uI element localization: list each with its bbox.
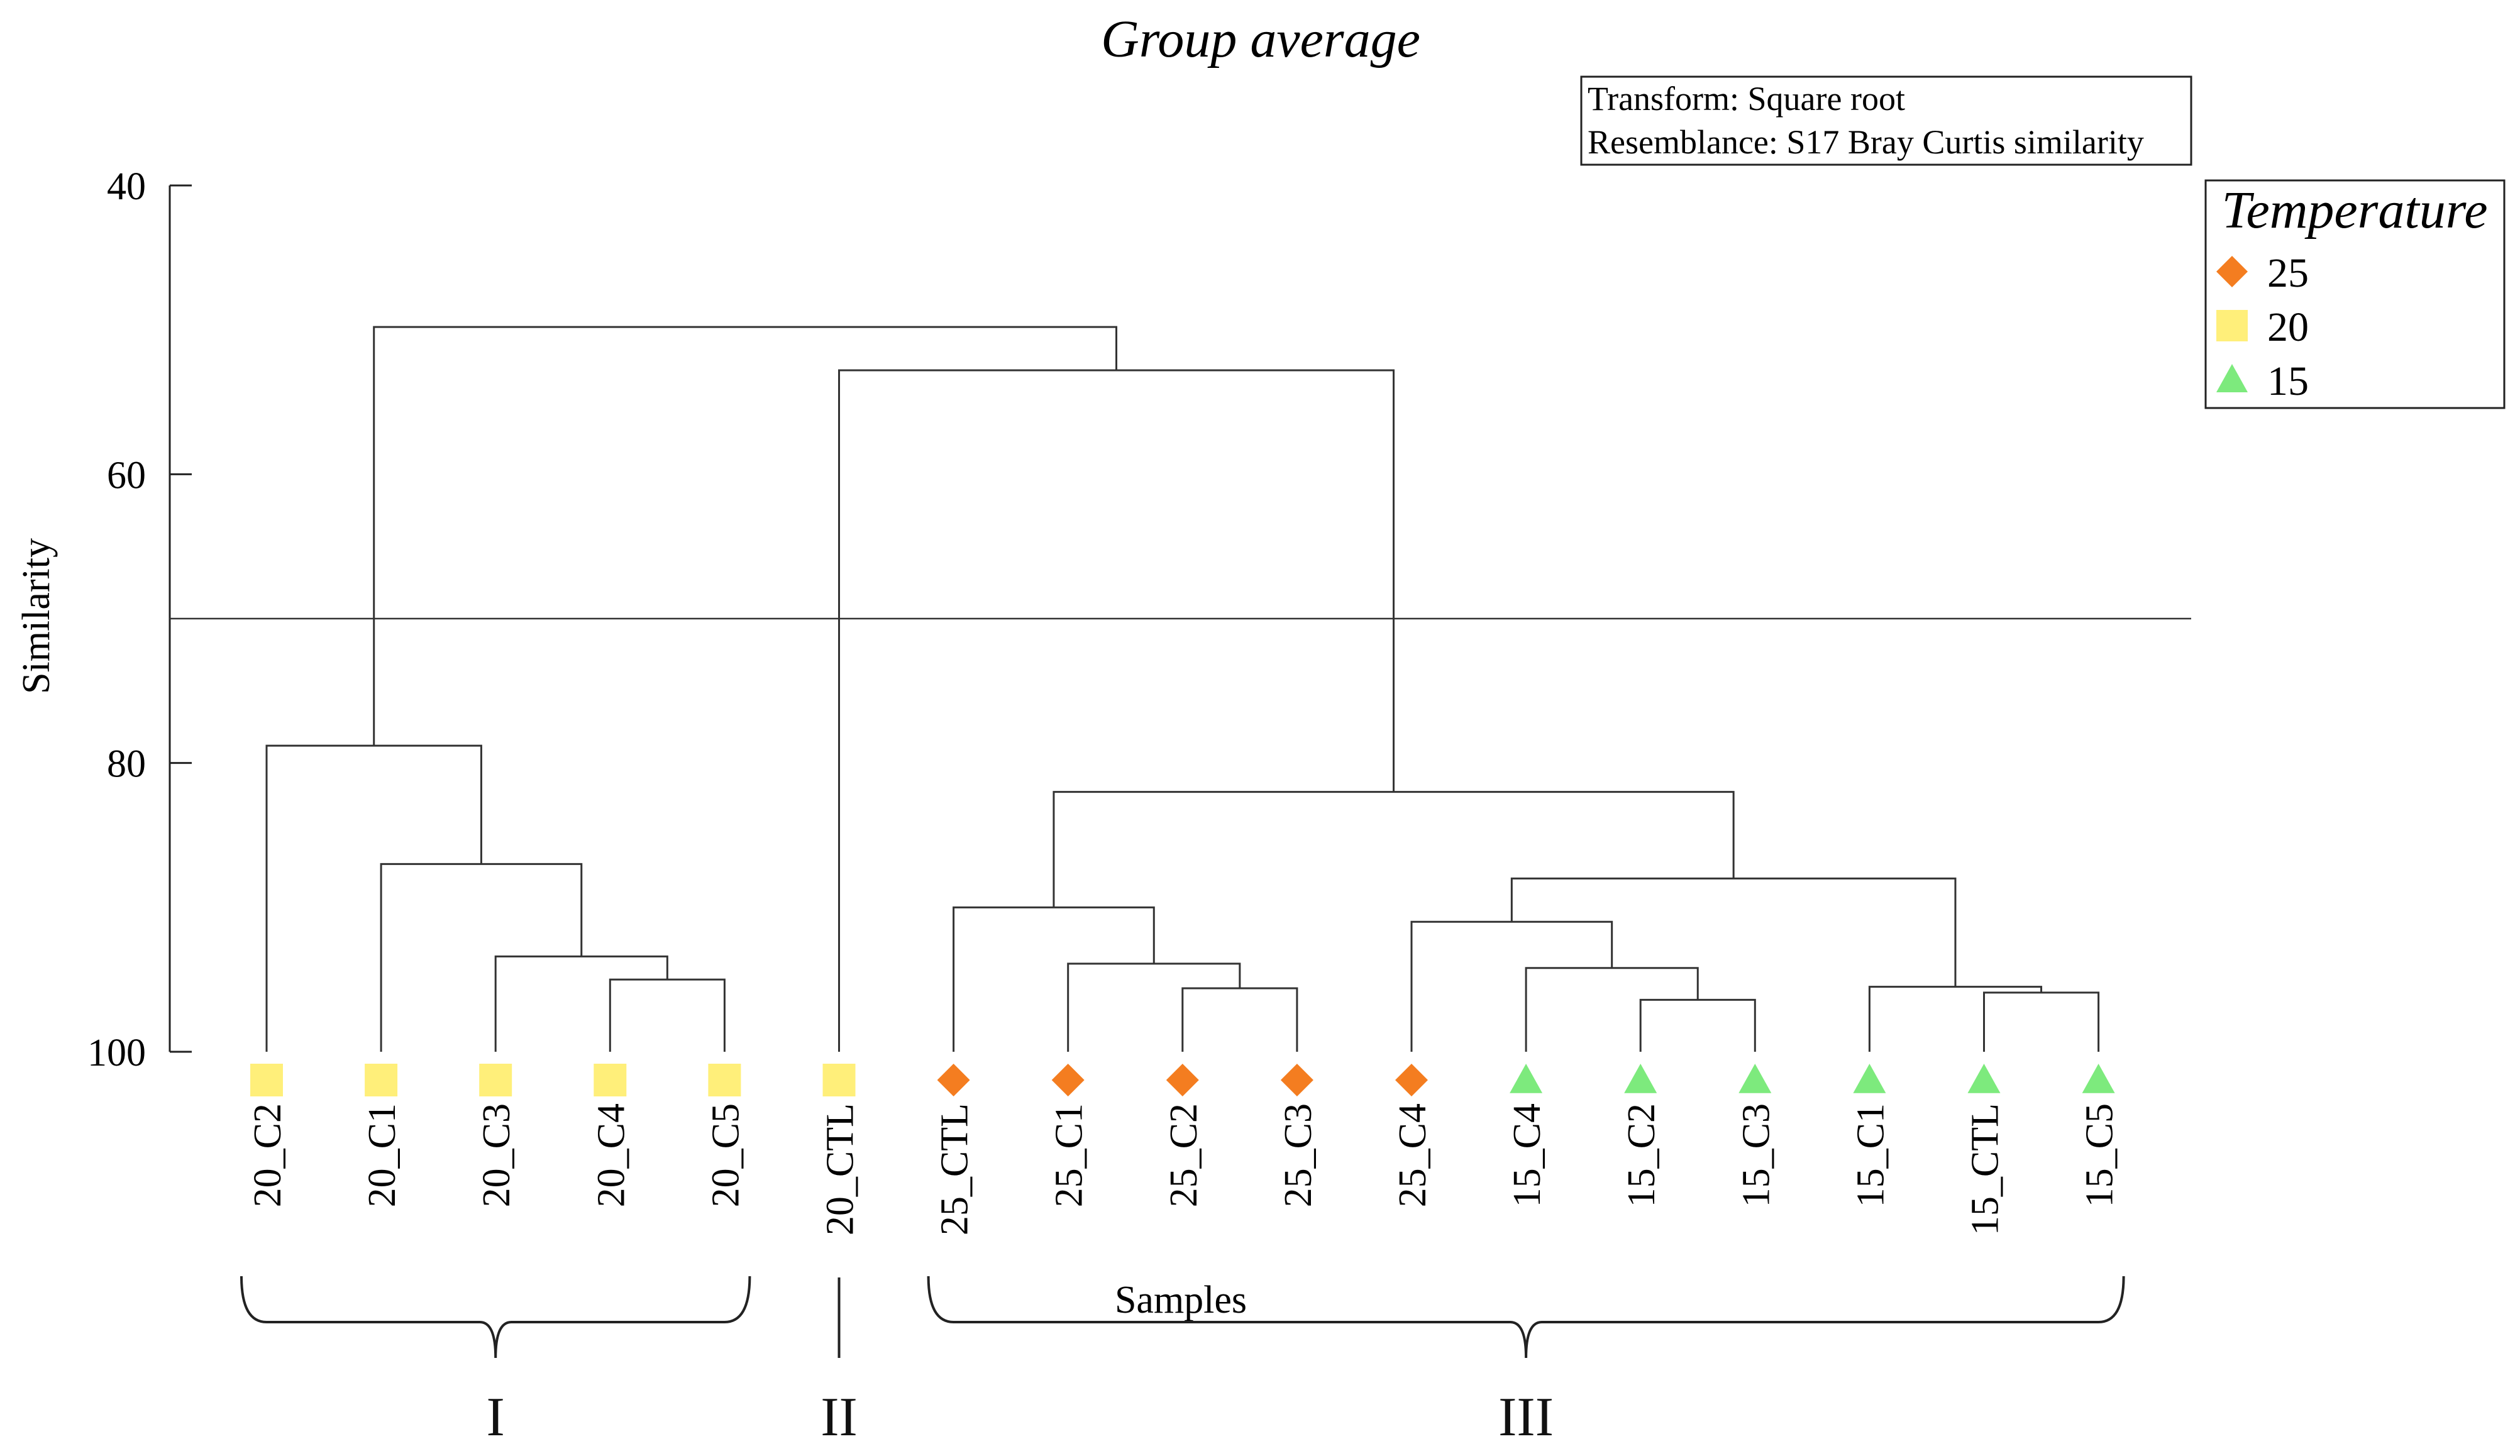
dendrogram-branch: [380, 863, 583, 1052]
group-bracket: [240, 1276, 751, 1359]
legend-frame: [2204, 179, 2506, 409]
dendrogram-branch: [953, 906, 1155, 1052]
leaf-label: 25_C1: [1048, 1103, 1091, 1207]
dendrogram-branch: [609, 978, 726, 1052]
info-resemblance: Resemblance: S17 Bray Curtis similarity: [1588, 123, 2144, 161]
info-box: Transform: Square root Resemblance: S17 …: [1580, 75, 2192, 166]
legend-label: 20: [2267, 304, 2309, 350]
group-label: II: [821, 1387, 858, 1448]
y-tick-label: 60: [107, 454, 146, 497]
leaf-marker: [1510, 1064, 1543, 1093]
dendrogram-branch: [373, 326, 1118, 746]
dendrogram-branch: [494, 955, 668, 1052]
leaf-marker: [2082, 1064, 2115, 1093]
leaf-label: 15_CTL: [1964, 1103, 2007, 1235]
leaf-marker: [1967, 1064, 2001, 1093]
legend-label: 25: [2267, 250, 2309, 296]
leaf-marker: [1738, 1064, 1772, 1093]
info-transform: Transform: Square root: [1588, 80, 1905, 118]
leaf-marker: [479, 1064, 512, 1096]
dendrogram-branch: [265, 744, 482, 1052]
dendrogram-branch: [838, 369, 1395, 1052]
leaf-label: 20_C5: [704, 1103, 747, 1207]
leaf-label: 15_C3: [1735, 1103, 1777, 1207]
leaf-marker: [594, 1064, 627, 1096]
dendrogram-branch: [1868, 986, 2043, 1052]
legend-marker: [2216, 310, 2248, 341]
leaf-marker: [1166, 1064, 1199, 1096]
info-box-frame: [1580, 75, 2192, 166]
y-tick-label: 40: [107, 165, 146, 208]
dendrogram-branch: [1639, 998, 1756, 1052]
leaf-marker: [1853, 1064, 1886, 1093]
leaf-label: 20_CTL: [819, 1103, 862, 1235]
leaf-marker: [708, 1064, 741, 1096]
dendrogram-branch: [1525, 967, 1699, 1052]
leaf-label: 20_C2: [246, 1103, 289, 1207]
leaf-marker: [1280, 1064, 1313, 1096]
leaf-marker: [1395, 1064, 1428, 1096]
leaf-marker: [822, 1064, 856, 1096]
legend-title: Temperature: [2221, 181, 2487, 240]
legend-marker: [2216, 364, 2248, 392]
leaf-label: 15_C1: [1849, 1103, 1892, 1207]
leaf-label: 15_C5: [2079, 1103, 2121, 1207]
legend: Temperature 25 20 15: [2204, 179, 2506, 409]
leaf-label: 25_CTL: [934, 1103, 976, 1235]
leaf-label: 15_C4: [1506, 1103, 1549, 1207]
dendrogram-branch: [1181, 987, 1298, 1052]
leaf-marker: [250, 1064, 283, 1096]
group-label: III: [1498, 1387, 1554, 1448]
dendrogram-branch: [1983, 991, 2100, 1052]
legend-label: 15: [2267, 358, 2309, 404]
dendrogram-branch: [1067, 962, 1241, 1052]
leaf-marker: [937, 1064, 970, 1096]
x-axis-label: Samples: [1115, 1279, 1247, 1321]
group-bracket: [927, 1276, 2125, 1359]
dendrogram-branch: [1410, 920, 1613, 1052]
leaf-marker: [1051, 1064, 1085, 1096]
chart-title: Group average: [1101, 10, 1420, 69]
legend-marker: [2216, 256, 2248, 287]
leaf-label: 20_C1: [361, 1103, 404, 1207]
leaf-label: 20_C3: [475, 1103, 518, 1207]
leaf-label: 25_C2: [1163, 1103, 1205, 1207]
leaf-label: 20_C4: [590, 1103, 633, 1207]
dendrogram-branch: [1510, 877, 1957, 987]
leaf-label: 15_C2: [1620, 1103, 1663, 1207]
leaf-label: 25_C3: [1277, 1103, 1320, 1207]
leaf-marker: [1624, 1064, 1657, 1093]
y-tick-label: 80: [107, 743, 146, 786]
leaf-marker: [365, 1064, 398, 1096]
leaf-label: 25_C4: [1391, 1103, 1434, 1207]
group-label: I: [487, 1387, 505, 1448]
y-axis-label: Similarity: [15, 538, 58, 694]
y-tick-label: 100: [87, 1032, 146, 1074]
dendrogram-branch: [1053, 791, 1735, 908]
